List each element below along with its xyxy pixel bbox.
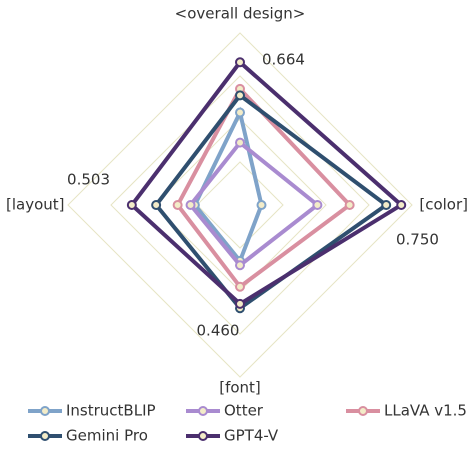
series-point <box>235 90 245 101</box>
annotation: 0.750 <box>396 231 439 249</box>
legend-marker <box>40 431 50 441</box>
legend-label: GPT4-V <box>224 427 279 445</box>
series-point <box>235 281 245 292</box>
legend-label: Otter <box>224 402 264 420</box>
series-point <box>151 200 162 210</box>
series-point <box>256 200 267 210</box>
series-point <box>235 107 245 118</box>
axis-label: [font] <box>219 379 261 397</box>
series-point <box>312 200 323 210</box>
series-point <box>235 137 245 148</box>
legend-marker <box>40 406 50 416</box>
series-point <box>381 200 392 210</box>
annotation: 0.664 <box>262 51 305 69</box>
grid-ring <box>196 161 284 249</box>
series-point <box>344 200 355 210</box>
legend-marker <box>198 406 208 416</box>
grid-ring <box>67 32 413 378</box>
series-point <box>235 260 245 271</box>
legend-marker <box>198 431 208 441</box>
axis-label: [color] <box>419 196 468 214</box>
annotation: 0.460 <box>197 322 240 340</box>
series-point <box>235 57 245 68</box>
legend-label: Gemini Pro <box>66 427 148 445</box>
legend-label: LLaVA v1.5 <box>384 402 467 420</box>
series-point <box>172 200 183 210</box>
series-point <box>396 200 407 210</box>
series-point <box>235 298 245 309</box>
axis-label: <overall design> <box>175 5 306 23</box>
legend-label: InstructBLIP <box>66 402 156 420</box>
series-point <box>126 200 137 210</box>
axis-label: [layout] <box>6 196 65 214</box>
series-point <box>185 200 196 210</box>
legend-marker <box>358 406 368 416</box>
annotation: 0.503 <box>67 171 110 189</box>
